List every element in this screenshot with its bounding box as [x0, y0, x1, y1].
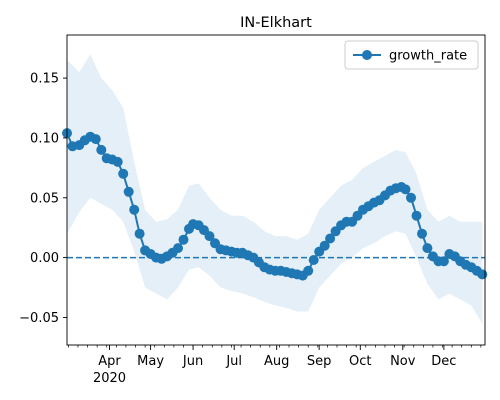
- y-tick-label: 0.05: [30, 191, 59, 206]
- y-tick-label: −0.05: [19, 311, 59, 326]
- data-point: [422, 243, 433, 254]
- axes-layer: −0.05 0.00 0.05 0.10 0.15 Apr May Jun Jul Aug Sep O…: [19, 34, 486, 386]
- data-point: [325, 233, 336, 244]
- data-point: [411, 210, 422, 221]
- plot-frame: [66, 34, 486, 346]
- data-point: [134, 228, 145, 239]
- data-point: [96, 144, 107, 155]
- series-layer: [62, 128, 488, 281]
- data-point: [438, 256, 449, 267]
- y-tick-label: 0.00: [30, 251, 59, 266]
- legend-label: growth_rate: [389, 49, 467, 64]
- legend-box: [344, 40, 479, 70]
- x-tick-label: Sep: [307, 354, 332, 369]
- data-point: [308, 255, 319, 265]
- chart-title: IN-Elkhart: [240, 15, 312, 31]
- y-tick-label: 0.15: [30, 72, 59, 87]
- x-tick-label: May: [137, 354, 164, 369]
- data-point: [204, 231, 215, 242]
- data-point: [173, 243, 183, 254]
- data-point: [477, 269, 488, 280]
- legend-marker: [362, 50, 372, 60]
- x-tick-label: Aug: [264, 354, 289, 369]
- data-point: [178, 234, 189, 245]
- data-point: [303, 265, 314, 276]
- data-point: [123, 186, 134, 197]
- x-year-label: 2020: [93, 371, 126, 386]
- x-tick-label: Apr: [98, 354, 121, 369]
- data-point: [400, 184, 411, 195]
- data-point: [406, 192, 416, 203]
- x-tick-label: Dec: [431, 354, 456, 369]
- x-tick-label: Oct: [349, 354, 371, 369]
- data-point: [90, 134, 101, 145]
- data-point: [417, 228, 427, 239]
- y-tick-label: 0.10: [30, 131, 59, 146]
- data-point: [112, 156, 123, 167]
- data-point: [118, 168, 129, 179]
- data-point: [129, 204, 140, 215]
- x-tick-label: Jun: [182, 354, 203, 369]
- legend: growth_rate: [344, 40, 479, 70]
- x-tick-label: Nov: [390, 354, 416, 369]
- x-tick-label: Jul: [225, 354, 242, 369]
- data-point: [319, 240, 330, 251]
